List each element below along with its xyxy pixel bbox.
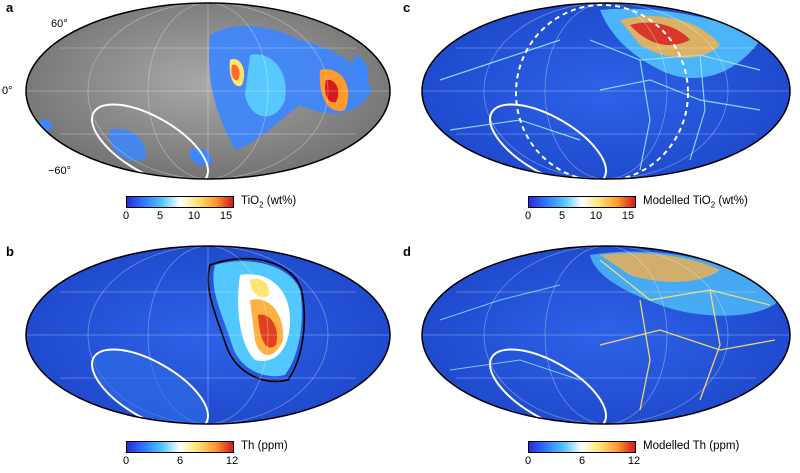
panel-label-c: c [403, 0, 411, 15]
panel-label-b: b [6, 244, 14, 259]
map-panel-b [25, 245, 391, 425]
colorbar-c [528, 196, 636, 208]
panel-label-d: d [403, 244, 411, 259]
lat-label-south: −60° [48, 165, 72, 177]
colorbar-title-a: TiO2 (wt%) [241, 195, 297, 210]
lat-label-north: 60° [51, 18, 68, 30]
colorbar-b [126, 441, 234, 453]
panel-label-a: a [6, 0, 14, 15]
colorbar-a [126, 196, 234, 208]
colorbar-d [528, 441, 636, 453]
lat-label-equator: 0° [2, 85, 13, 97]
map-panel-c [421, 2, 791, 180]
map-panel-a [25, 2, 391, 180]
colorbar-title-d: Modelled Th (ppm) [643, 440, 740, 452]
colorbar-title-c: Modelled TiO2 (wt%) [643, 195, 748, 210]
map-panel-d [421, 245, 791, 425]
colorbar-title-b: Th (ppm) [241, 440, 288, 452]
